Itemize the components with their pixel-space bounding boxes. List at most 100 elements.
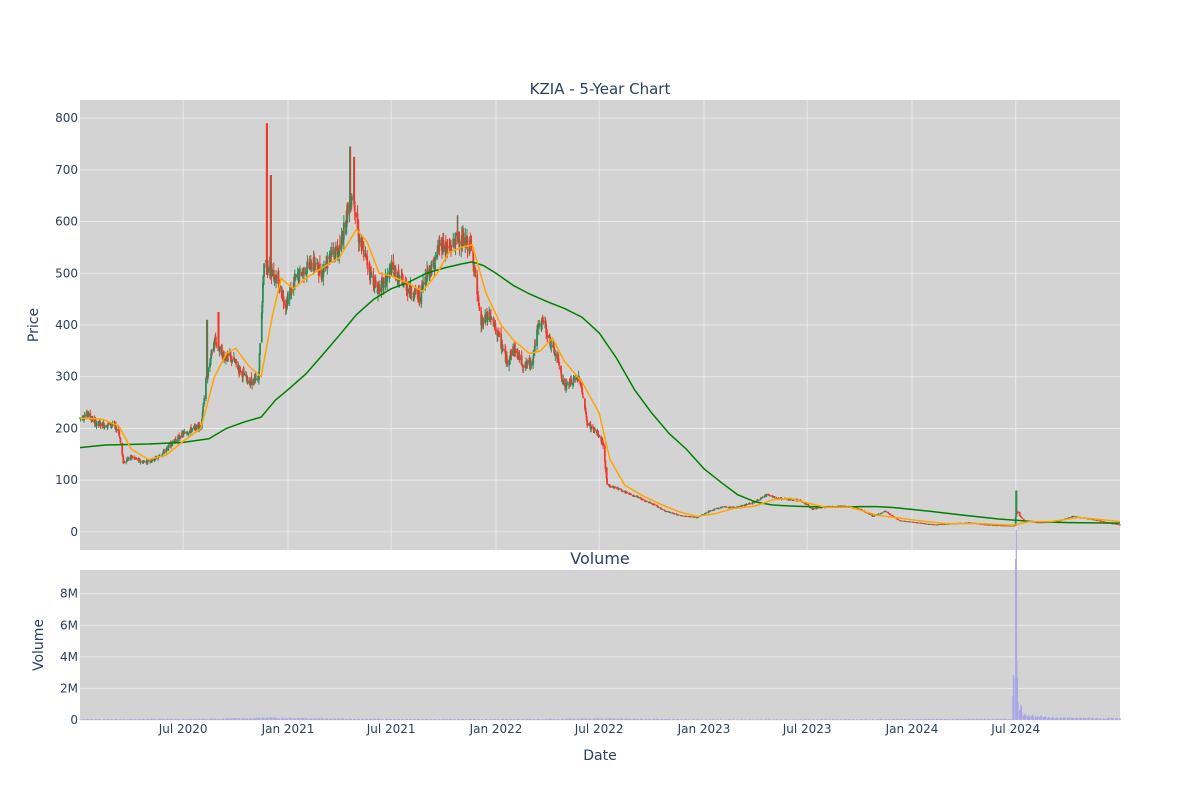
candle-body xyxy=(375,280,377,287)
volume-bar xyxy=(898,719,899,720)
candle-body xyxy=(694,517,696,518)
candle-body xyxy=(243,373,245,376)
candle-body xyxy=(686,516,688,517)
volume-bar xyxy=(164,719,165,720)
candle-body xyxy=(299,270,301,272)
volume-y-tick-label: 0 xyxy=(70,713,78,727)
candle-body xyxy=(609,485,611,486)
candle-body xyxy=(634,496,636,497)
candle-body xyxy=(720,508,722,509)
candle-body xyxy=(1021,517,1023,518)
candle-body xyxy=(163,452,165,453)
candle-body xyxy=(195,425,197,429)
candle-body xyxy=(143,462,145,463)
candle-body xyxy=(503,349,505,350)
volume-y-tick-label: 6M xyxy=(60,618,78,632)
candle-body xyxy=(132,457,134,458)
volume-bar xyxy=(467,719,468,720)
candle xyxy=(941,524,943,525)
volume-bar xyxy=(583,718,584,720)
candle-body xyxy=(714,509,716,510)
candle-body xyxy=(108,423,110,424)
candle-body xyxy=(399,277,401,278)
volume-bar xyxy=(112,719,113,720)
candle xyxy=(742,505,744,506)
candle-body xyxy=(495,323,497,331)
volume-bar xyxy=(108,719,109,720)
candle-body xyxy=(1013,526,1015,527)
volume-bar xyxy=(455,719,456,720)
volume-bar xyxy=(567,719,568,720)
volume-bar xyxy=(431,719,432,720)
candle-body xyxy=(670,513,672,514)
volume-bar xyxy=(156,719,157,720)
volume-bar xyxy=(371,719,372,720)
candle-body xyxy=(419,297,421,302)
candle-body xyxy=(479,307,481,311)
volume-bar xyxy=(351,719,352,720)
candle-body xyxy=(259,353,261,370)
price-y-tick-label: 800 xyxy=(55,111,78,125)
volume-bar xyxy=(527,719,528,720)
candle xyxy=(604,443,606,463)
candle-body xyxy=(267,268,269,273)
volume-bar xyxy=(471,719,472,720)
candle-body xyxy=(307,266,309,267)
candle-body xyxy=(542,320,544,322)
volume-bar xyxy=(375,719,376,720)
candle-body xyxy=(275,275,277,284)
volume-bar xyxy=(104,719,105,720)
volume-bar xyxy=(642,719,643,720)
volume-bar xyxy=(267,718,268,720)
candle-body xyxy=(179,436,181,438)
volume-bar xyxy=(507,719,508,720)
candle-body xyxy=(315,263,317,264)
volume-bar xyxy=(188,719,189,720)
volume-bar xyxy=(838,719,839,720)
volume-bar xyxy=(367,719,368,720)
candle-body xyxy=(207,368,209,377)
price-y-tick-label: 400 xyxy=(55,318,78,332)
candle-body xyxy=(562,380,564,385)
candle-body xyxy=(367,263,369,267)
volume-bar xyxy=(531,719,532,720)
volume-bar xyxy=(200,719,201,720)
candle-body xyxy=(807,504,809,506)
volume-bar xyxy=(323,719,324,720)
volume-bar xyxy=(315,719,316,720)
candle-body xyxy=(690,516,692,517)
volume-bar xyxy=(116,719,117,720)
volume-plot-area xyxy=(80,570,1120,720)
candle-body xyxy=(718,508,720,509)
candle-body xyxy=(313,256,315,266)
candle-body xyxy=(311,268,313,269)
candle-body xyxy=(658,507,660,508)
candle-body xyxy=(483,321,485,323)
candle-body xyxy=(582,392,584,395)
candle-body xyxy=(746,504,748,505)
candle-body xyxy=(303,267,305,275)
candle-body xyxy=(287,298,289,304)
candle xyxy=(933,524,935,525)
candle-body xyxy=(814,508,816,509)
volume-bar xyxy=(774,719,775,720)
volume-bar xyxy=(355,719,356,720)
candle-body xyxy=(762,497,764,498)
volume-bar xyxy=(399,719,400,720)
candle-body xyxy=(463,232,465,244)
candle-body xyxy=(383,281,385,287)
candle-body xyxy=(666,511,668,512)
volume-bar xyxy=(794,719,795,720)
volume-bar xyxy=(379,719,380,720)
candle-body xyxy=(1097,520,1099,521)
volume-bar xyxy=(543,719,544,720)
candle-body xyxy=(561,373,563,378)
volume-bar xyxy=(283,718,284,720)
volume-bar xyxy=(559,719,560,720)
candle-body xyxy=(295,275,297,277)
candle-body xyxy=(766,494,768,495)
candle-body xyxy=(722,507,724,508)
